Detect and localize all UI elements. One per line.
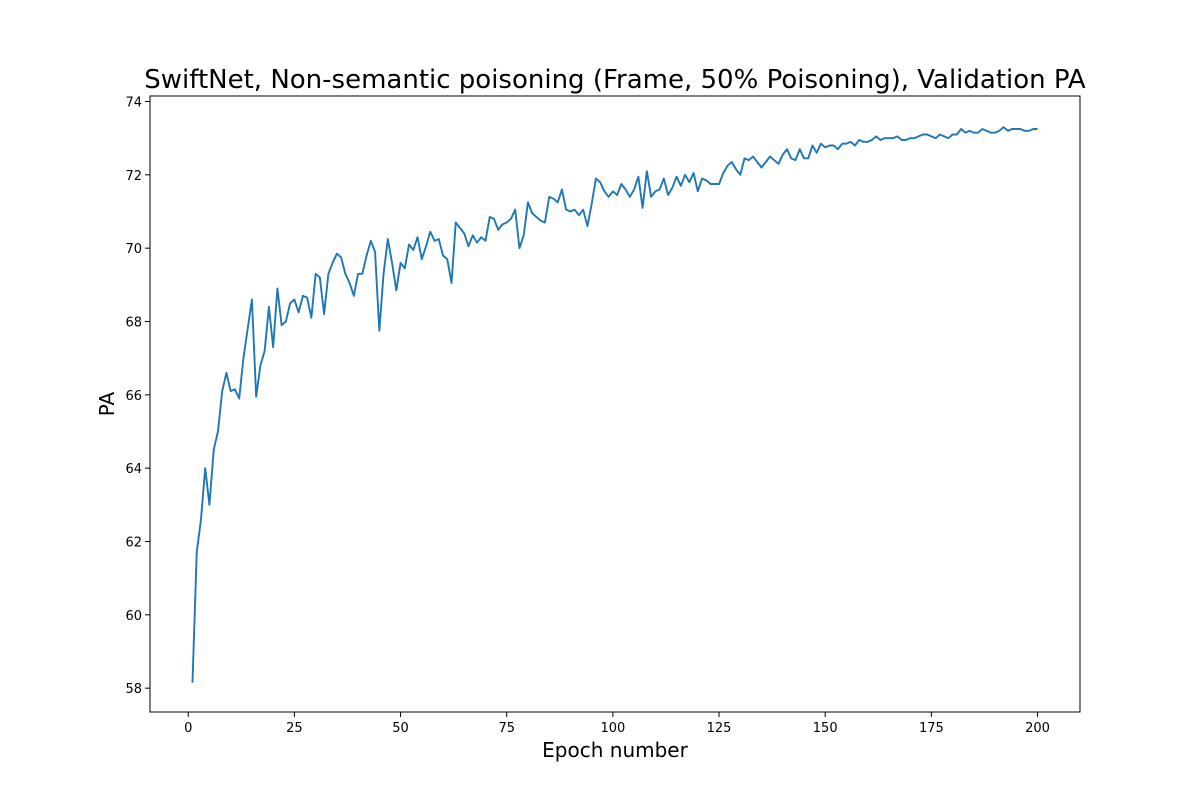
x-axis-ticks: 0 25 50 75 100 125 150 175 200 [184, 712, 1050, 736]
y-tick-label: 58 [125, 682, 142, 697]
x-tick-label: 150 [813, 721, 838, 736]
y-axis-ticks: 58 60 62 64 66 68 70 72 74 [125, 96, 150, 697]
y-tick-label: 64 [125, 462, 142, 477]
x-tick-label: 0 [184, 721, 192, 736]
y-tick-label: 62 [125, 536, 142, 551]
x-tick-label: 50 [392, 721, 409, 736]
x-tick-label: 175 [919, 721, 944, 736]
plot-area [150, 96, 1080, 712]
chart-title: SwiftNet, Non-semantic poisoning (Frame,… [144, 65, 1086, 95]
y-axis-label: PA [95, 391, 119, 416]
y-tick-label: 68 [125, 316, 142, 331]
x-tick-label: 75 [498, 721, 515, 736]
y-tick-label: 70 [125, 242, 142, 257]
plot-frame [149, 95, 1081, 713]
y-tick-label: 74 [125, 96, 142, 111]
x-tick-label: 200 [1025, 721, 1050, 736]
x-axis-label: Epoch number [542, 738, 688, 762]
y-tick-label: 72 [125, 169, 142, 184]
x-tick-label: 100 [600, 721, 625, 736]
validation-pa-line [191, 126, 1038, 683]
x-tick-label: 25 [286, 721, 303, 736]
x-tick-label: 125 [707, 721, 732, 736]
y-tick-label: 66 [125, 389, 142, 404]
y-tick-label: 60 [125, 609, 142, 624]
